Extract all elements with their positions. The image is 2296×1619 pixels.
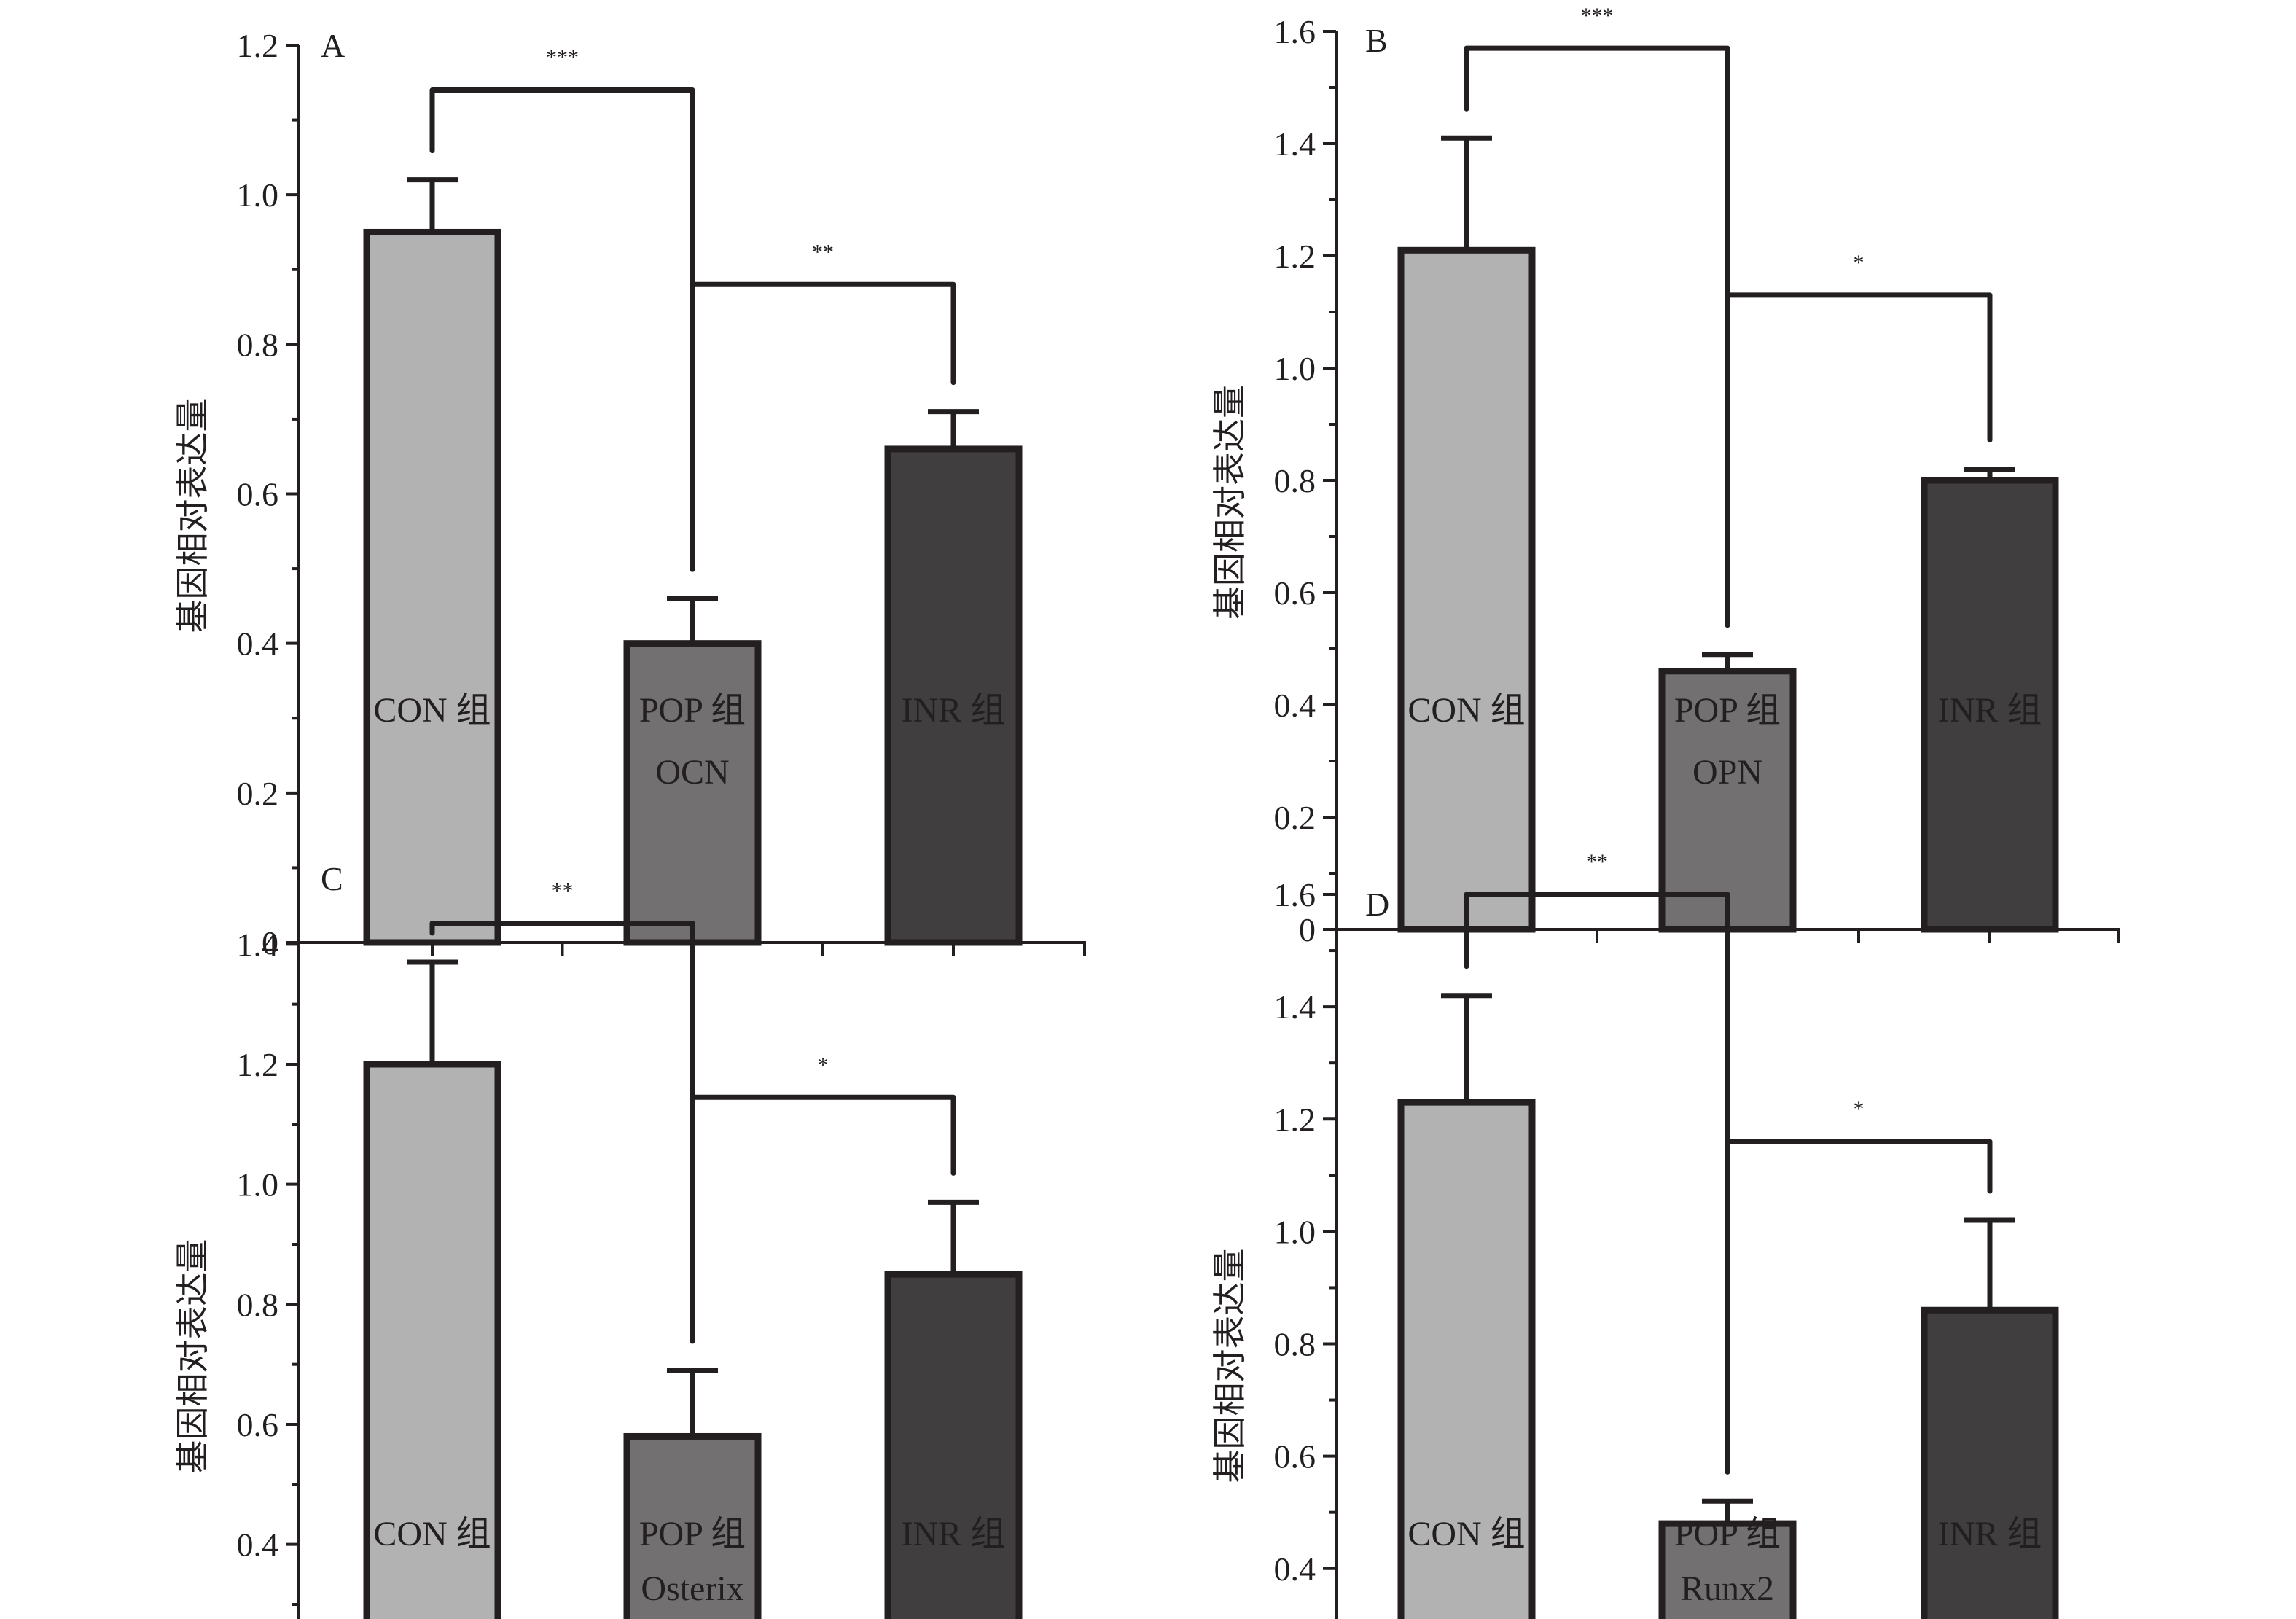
- bar: [1921, 477, 2059, 933]
- bar: [623, 640, 762, 946]
- y-tick-label: 0.4: [1274, 687, 1316, 724]
- y-tick-label: 0.8: [1274, 1326, 1316, 1363]
- y-tick-label: 1.6: [1274, 13, 1316, 50]
- category-label: CON 组: [1407, 1515, 1525, 1553]
- category-label: POP 组: [1674, 691, 1781, 730]
- significance-label: **: [552, 879, 574, 903]
- significance-label: ***: [1581, 4, 1614, 28]
- y-tick-label: 1.2: [1274, 1101, 1316, 1138]
- y-tick-label: 1.4: [1274, 988, 1316, 1026]
- y-tick-label: 0.6: [237, 476, 279, 513]
- significance-label: **: [812, 240, 834, 264]
- panel-letter: C: [321, 860, 343, 897]
- bar: [1397, 1099, 1536, 1619]
- y-axis-title: 基因相对表达量: [1210, 385, 1249, 620]
- category-label: INR 组: [1938, 1515, 2042, 1553]
- category-label: CON 组: [373, 691, 491, 730]
- significance-label: *: [818, 1053, 829, 1077]
- x-axis-title: OPN: [1692, 753, 1762, 792]
- category-label: POP 组: [639, 1515, 746, 1553]
- y-tick-label: 1.2: [1274, 238, 1316, 275]
- y-tick-label: 0.2: [237, 775, 279, 812]
- y-tick-label: 1.0: [237, 176, 279, 214]
- y-tick-label: 0.6: [1274, 1438, 1316, 1475]
- panel-b: 0 0.2 0.4 0.6 0.8 1.0 1.2 1.4 1.6 CON 组 POP 组 INR 组…: [1210, 4, 2120, 948]
- y-tick-label: 0.2: [1274, 799, 1316, 836]
- bar: [1397, 246, 1536, 933]
- category-label: INR 组: [902, 1515, 1006, 1553]
- y-tick-label: 1.4: [1274, 125, 1316, 163]
- y-tick-label: 0: [1299, 911, 1316, 948]
- y-tick-label: 0.8: [237, 326, 279, 363]
- significance-label: **: [1586, 850, 1608, 874]
- y-tick-label: 0.4: [237, 625, 279, 663]
- y-tick-label: 0.4: [1274, 1550, 1316, 1588]
- y-axis-title: 基因相对表达量: [173, 399, 212, 633]
- y-tick-label: 1.2: [237, 27, 279, 64]
- y-tick-label: 0.6: [1274, 574, 1316, 612]
- y-axis-title: 基因相对表达量: [1210, 1249, 1249, 1483]
- y-tick-label: 1.0: [1274, 1213, 1316, 1250]
- y-tick-label: 1.0: [237, 1166, 279, 1203]
- bar: [884, 1271, 1023, 1619]
- bar: [363, 1061, 501, 1619]
- y-tick-label: 1.2: [237, 1046, 279, 1083]
- y-tick-label: 0.4: [237, 1526, 279, 1564]
- y-axis-title: 基因相对表达量: [173, 1239, 212, 1474]
- x-axis-title: Osterix: [641, 1569, 743, 1608]
- y-tick-label: 0: [262, 924, 278, 961]
- category-label: CON 组: [373, 1515, 491, 1553]
- x-axis-title: OCN: [655, 753, 729, 792]
- panel-letter: B: [1365, 22, 1388, 59]
- category-label: INR 组: [1938, 691, 2042, 730]
- significance-bracket: [690, 281, 956, 572]
- category-label: CON 组: [1407, 691, 1525, 730]
- y-tick-label: 1.0: [1274, 350, 1316, 387]
- significance-label: ***: [546, 46, 579, 70]
- y-tick-label: 0.6: [237, 1406, 279, 1443]
- y-tick-label: 1.6: [1274, 876, 1316, 913]
- significance-label: *: [1854, 251, 1864, 275]
- category-label: POP 组: [1674, 1515, 1781, 1553]
- panel-letter: A: [321, 27, 345, 64]
- significance-bracket: [690, 1094, 956, 1344]
- category-label: INR 组: [902, 691, 1006, 730]
- bar: [363, 228, 501, 946]
- category-label: POP 组: [639, 691, 746, 730]
- significance-bracket: [1725, 292, 1993, 628]
- bar: [1921, 1306, 2059, 1619]
- y-tick-label: 0.8: [237, 1286, 279, 1323]
- significance-bracket: [1725, 1139, 1993, 1475]
- panel-letter: D: [1365, 886, 1389, 923]
- y-tick-label: 1.4: [237, 926, 279, 963]
- y-tick-label: 0.8: [1274, 462, 1316, 499]
- bar: [1658, 668, 1797, 933]
- significance-label: *: [1854, 1097, 1864, 1121]
- x-axis-title: Runx2: [1681, 1569, 1774, 1608]
